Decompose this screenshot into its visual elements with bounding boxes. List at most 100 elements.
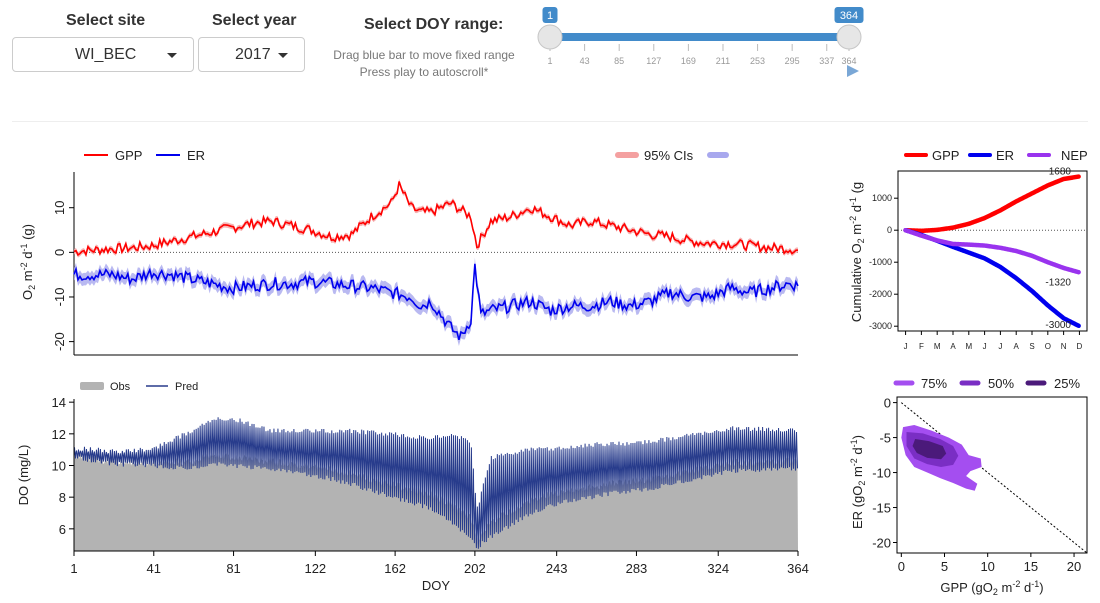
kde-chart: 75% 50% 25% 0 -5 -10 -15 -20 0 5 10 15 20 ER (gO2… bbox=[849, 376, 1088, 597]
slider-tick-label: 211 bbox=[716, 56, 730, 66]
doy-range-label: Select DOY range: bbox=[364, 16, 504, 33]
slider-from-handle bbox=[537, 24, 563, 50]
x-tick-label: 41 bbox=[147, 561, 161, 576]
doy-range-slider[interactable]: 1 43 85 127 169 211 253 295 337 364 1 364 bbox=[537, 7, 864, 77]
series-line-er bbox=[73, 263, 799, 340]
slider-hint-play: Press play to autoscroll* bbox=[359, 65, 489, 79]
slider-tick-label: 295 bbox=[785, 56, 800, 66]
slider-hint-drag: Drag blue bar to move fixed range bbox=[333, 48, 515, 62]
slider-to-badge bbox=[834, 7, 864, 23]
x-tick-label: J bbox=[904, 342, 908, 351]
x-tick-label: 283 bbox=[626, 561, 648, 576]
slider-tick-label: 127 bbox=[646, 56, 661, 66]
y-tick-label: 0 bbox=[884, 396, 891, 411]
x-tick-label: A bbox=[1014, 342, 1020, 351]
chevron-down-icon bbox=[167, 53, 177, 58]
slider-from-value: 1 bbox=[547, 10, 553, 22]
one-to-one-line bbox=[901, 402, 1088, 554]
divider bbox=[12, 121, 1088, 122]
play-icon[interactable] bbox=[847, 65, 859, 77]
year-select[interactable]: 2017 bbox=[198, 37, 305, 72]
slider-to-handle bbox=[836, 24, 862, 50]
kde-ylabel: ER (gO2 m-2 d-1) bbox=[849, 435, 867, 529]
x-tick-label: S bbox=[1029, 342, 1034, 351]
legend-gpp-label: GPP bbox=[115, 148, 142, 163]
year-label: Select year bbox=[212, 12, 297, 29]
series-line-gpp bbox=[903, 174, 1081, 234]
site-select-value: WI_BEC bbox=[75, 46, 137, 63]
slider-tick-label: 337 bbox=[819, 56, 834, 66]
contour-p25 bbox=[912, 438, 947, 460]
slider-tick-label: 85 bbox=[614, 56, 624, 66]
slider-tick-label: 1 bbox=[547, 56, 552, 66]
end-label-gpp: 1680 bbox=[1049, 166, 1072, 177]
y-tick-label: -5 bbox=[879, 431, 891, 446]
y-tick-label: 10 bbox=[52, 459, 66, 474]
x-tick-label: 162 bbox=[384, 561, 406, 576]
x-tick-label: M bbox=[965, 342, 972, 351]
pred-line bbox=[73, 417, 799, 549]
x-tick-label: A bbox=[950, 342, 956, 351]
x-tick-label: M bbox=[934, 342, 941, 351]
x-tick-label: 5 bbox=[941, 559, 948, 574]
x-tick-label: O bbox=[1045, 342, 1051, 351]
x-tick-label: 81 bbox=[226, 561, 240, 576]
kde-plot-area: 0 -5 -10 -15 -20 0 5 10 15 20 bbox=[872, 396, 1088, 574]
y-tick-label: -3000 bbox=[869, 321, 892, 331]
legend-pred-label: Pred bbox=[175, 381, 198, 393]
legend-25-label: 25% bbox=[1054, 376, 1080, 391]
series-line-nep bbox=[903, 227, 1081, 275]
kde-xlabel: GPP (gO2 m-2 d-1) bbox=[940, 579, 1043, 597]
ci-band-gpp bbox=[74, 178, 798, 258]
x-tick-label: 324 bbox=[707, 561, 729, 576]
chevron-down-icon bbox=[278, 53, 288, 58]
y-tick-label: -10 bbox=[52, 288, 67, 307]
do-plot-area: 14 12 10 8 6 1 41 81 122 162 202 243 283 324 364 bbox=[52, 395, 809, 576]
y-tick-label: 12 bbox=[52, 427, 66, 442]
legend-ci-label: 95% CIs bbox=[644, 148, 694, 163]
site-select[interactable]: WI_BEC bbox=[12, 37, 194, 72]
x-tick-label: 243 bbox=[546, 561, 568, 576]
y-tick-label: -2000 bbox=[869, 289, 892, 299]
slider-tick-label: 253 bbox=[750, 56, 765, 66]
year-select-value: 2017 bbox=[235, 46, 271, 63]
x-tick-label: 15 bbox=[1024, 559, 1038, 574]
end-label-nep: -1320 bbox=[1045, 277, 1071, 288]
end-label-er: -3000 bbox=[1045, 320, 1071, 331]
x-tick-label: N bbox=[1061, 342, 1067, 351]
x-tick-label: 1 bbox=[70, 561, 77, 576]
y-tick-label: 10 bbox=[52, 200, 67, 214]
y-tick-label: 8 bbox=[59, 490, 66, 505]
slider-tick-label: 43 bbox=[580, 56, 590, 66]
do-chart: Obs Pred 14 12 10 8 6 1 41 81 122 162 202 243 283 324… bbox=[16, 381, 809, 593]
x-tick-label: F bbox=[919, 342, 924, 351]
y-tick-label: 0 bbox=[52, 249, 67, 256]
y-tick-label: 6 bbox=[59, 522, 66, 537]
legend-cum-gpp-label: GPP bbox=[932, 148, 959, 163]
y-tick-label: -1000 bbox=[869, 257, 892, 267]
slider-to-value: 364 bbox=[840, 10, 858, 22]
x-tick-label: 20 bbox=[1067, 559, 1081, 574]
legend-obs-label: Obs bbox=[110, 381, 131, 393]
y-tick-label: -20 bbox=[872, 536, 891, 551]
y-tick-label: 0 bbox=[887, 225, 892, 235]
legend-50-label: 50% bbox=[988, 376, 1014, 391]
legend-er-label: ER bbox=[187, 148, 205, 163]
cumulative-ylabel: Cumulative O2 m-2 d-1 (g bbox=[848, 182, 866, 322]
x-tick-label: 122 bbox=[304, 561, 326, 576]
metabolism-plot-area: 10 0 -10 -20 bbox=[52, 172, 799, 356]
do-xlabel: DOY bbox=[422, 578, 451, 593]
site-label: Select site bbox=[66, 12, 146, 29]
x-tick-label: 202 bbox=[464, 561, 486, 576]
metabolism-ylabel: O2 m-2 d-1 (g) bbox=[19, 224, 37, 300]
x-tick-label: D bbox=[1077, 342, 1083, 351]
ci-band-er bbox=[74, 257, 798, 347]
plot-frame bbox=[896, 396, 1088, 554]
x-tick-label: J bbox=[983, 342, 987, 351]
legend-cum-nep-label: NEP bbox=[1061, 148, 1088, 163]
y-tick-label: -20 bbox=[52, 332, 67, 351]
series-line-gpp bbox=[73, 181, 799, 258]
